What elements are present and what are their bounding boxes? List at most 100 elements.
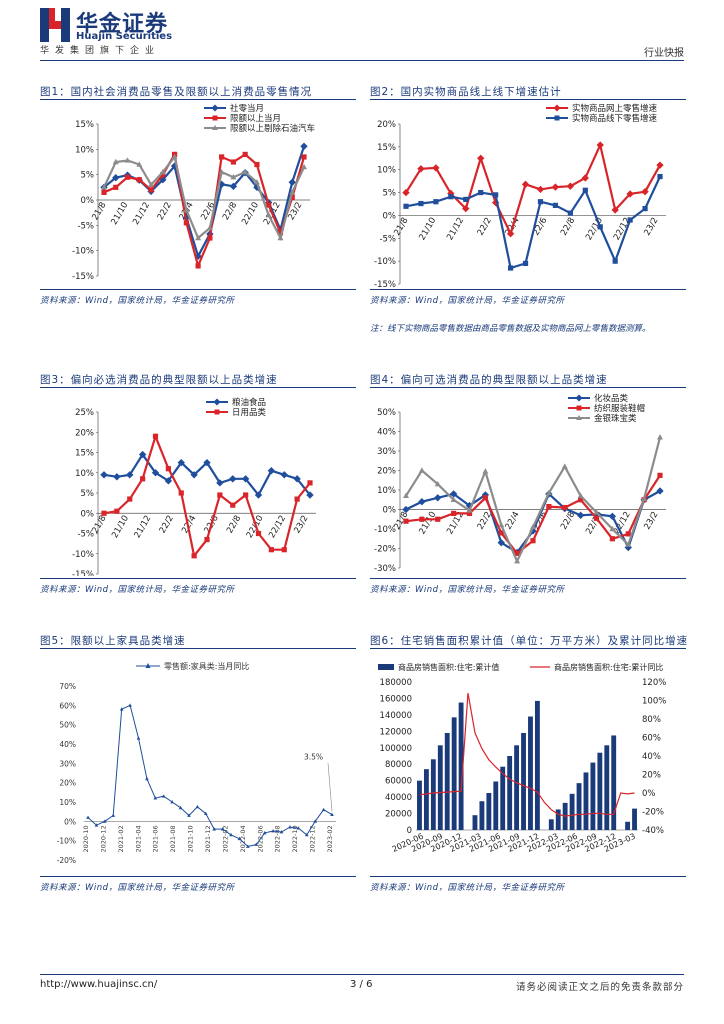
data-point bbox=[218, 168, 225, 175]
x-tick-label: 2021-08 bbox=[169, 825, 177, 852]
data-point bbox=[466, 507, 473, 513]
data-point bbox=[165, 466, 171, 472]
bar bbox=[507, 756, 513, 830]
fig2-title: 图2：国内实物商品线上线下增速估计 bbox=[370, 86, 562, 98]
data-point bbox=[86, 815, 90, 819]
data-point bbox=[212, 827, 217, 831]
chart-housing: 180000 160000 140000 120000 100000 80000 60000… bbox=[378, 662, 666, 854]
y-tick-label: 15% bbox=[377, 143, 396, 153]
footer-url[interactable]: http://www.huajinsc.cn/ bbox=[40, 979, 158, 990]
y-tick-label: 50% bbox=[377, 408, 396, 418]
data-point bbox=[288, 825, 292, 829]
legend-marker bbox=[553, 104, 561, 112]
fig6-source: 资料来源：Wind，国家统计局，华金证券研究所 bbox=[370, 883, 565, 893]
legend-marker bbox=[214, 409, 220, 415]
y2-tick-label: -40% bbox=[642, 826, 664, 836]
fig4-bottom-rule bbox=[370, 578, 686, 579]
data-point bbox=[230, 174, 237, 180]
chart-online-offline: 20%15%10%5%0%-5%-10%-15%21/8 21/10 21/12 22… bbox=[374, 103, 666, 288]
x-tick-label: 22/8 bbox=[221, 201, 239, 223]
data-point bbox=[277, 230, 284, 236]
data-point bbox=[279, 829, 284, 834]
data-point bbox=[478, 189, 484, 196]
y-tick-label: -10% bbox=[72, 247, 94, 257]
y-tick-label: -20% bbox=[374, 545, 396, 555]
data-point bbox=[552, 202, 559, 208]
legend-label: 化妆品类 bbox=[594, 393, 629, 404]
data-point bbox=[530, 538, 536, 544]
bar bbox=[479, 801, 485, 830]
x-tick-label: 22/10 bbox=[240, 201, 261, 227]
x-tick-label: 2022-02 bbox=[221, 825, 229, 852]
data-point bbox=[191, 553, 197, 559]
data-point bbox=[271, 829, 275, 833]
y-tick-label: -10% bbox=[374, 525, 396, 535]
legend-label: 纺织服装鞋帽 bbox=[594, 403, 645, 414]
x-tick-label: 2021-02 bbox=[117, 825, 125, 852]
data-point bbox=[229, 475, 237, 483]
bar bbox=[625, 821, 631, 830]
bar bbox=[500, 766, 506, 830]
data-point bbox=[578, 497, 584, 503]
bar bbox=[534, 700, 540, 830]
data-point bbox=[402, 188, 410, 197]
legend-label: 实物商品网上零售增速 bbox=[572, 103, 658, 114]
x-tick-label: 23/2 bbox=[642, 510, 660, 532]
x-tick-label: 23/2 bbox=[292, 514, 310, 536]
x-tick-label: 21/10 bbox=[110, 514, 131, 540]
data-point bbox=[313, 819, 317, 823]
y2-tick-label: 80% bbox=[642, 715, 661, 725]
footer-rule bbox=[40, 974, 684, 975]
data-point bbox=[625, 541, 632, 547]
x-tick-label: 2021-04 bbox=[134, 825, 142, 852]
brand-name: 华金证券 bbox=[76, 12, 169, 37]
bar bbox=[521, 732, 526, 830]
data-point bbox=[301, 154, 307, 160]
chart-retail-sales: 15%10%5%0%-5%-10%-15%21/8 21/10 21/12 22/2 2… bbox=[72, 103, 315, 282]
data-point bbox=[419, 516, 425, 522]
x-tick-label: 22/12 bbox=[267, 514, 288, 540]
bar bbox=[472, 815, 478, 830]
x-tick-label: 21/12 bbox=[445, 216, 466, 242]
bar bbox=[451, 717, 457, 830]
data-point bbox=[289, 189, 296, 195]
data-point bbox=[219, 154, 225, 160]
x-tick-label: 22/8 bbox=[559, 216, 577, 238]
data-point bbox=[280, 471, 288, 479]
data-point bbox=[195, 234, 202, 241]
data-point bbox=[627, 217, 633, 223]
legend-label: 商品房销售面积:住宅:累计同比 bbox=[554, 662, 663, 672]
data-point bbox=[433, 199, 439, 205]
y-tick-label: -30% bbox=[374, 564, 396, 574]
fig5-bottom-rule bbox=[40, 876, 356, 877]
series-line-2 bbox=[103, 154, 305, 242]
data-point bbox=[321, 807, 326, 812]
data-point bbox=[402, 505, 410, 514]
data-point bbox=[103, 819, 107, 823]
legend-marker bbox=[145, 663, 151, 668]
x-tick-label: 2022-04 bbox=[239, 825, 247, 852]
legend-marker bbox=[554, 115, 560, 121]
y-tick-label: 40000 bbox=[385, 793, 412, 803]
y-tick-label: 10% bbox=[75, 469, 94, 479]
y-tick-label: 20000 bbox=[385, 810, 412, 820]
legend-marker bbox=[576, 405, 582, 411]
data-point bbox=[195, 263, 201, 269]
fig2-rule bbox=[370, 99, 686, 100]
y-tick-label: -15% bbox=[72, 272, 94, 282]
data-point bbox=[151, 469, 160, 477]
data-point bbox=[94, 823, 99, 827]
huajin-logo-icon bbox=[40, 8, 70, 42]
data-point bbox=[448, 194, 454, 200]
bar bbox=[569, 793, 575, 830]
y-tick-label: 5% bbox=[81, 171, 95, 181]
data-point bbox=[281, 547, 287, 553]
data-point bbox=[153, 796, 158, 800]
data-point bbox=[301, 163, 307, 170]
data-point bbox=[611, 206, 619, 214]
fig4-title: 图4：偏向可选消费品的典型限额以上品类增速 bbox=[370, 374, 608, 386]
data-point bbox=[160, 172, 166, 178]
bar bbox=[583, 772, 589, 830]
y-tick-label: 180000 bbox=[380, 678, 412, 688]
x-tick-label: 21/12 bbox=[133, 514, 154, 540]
